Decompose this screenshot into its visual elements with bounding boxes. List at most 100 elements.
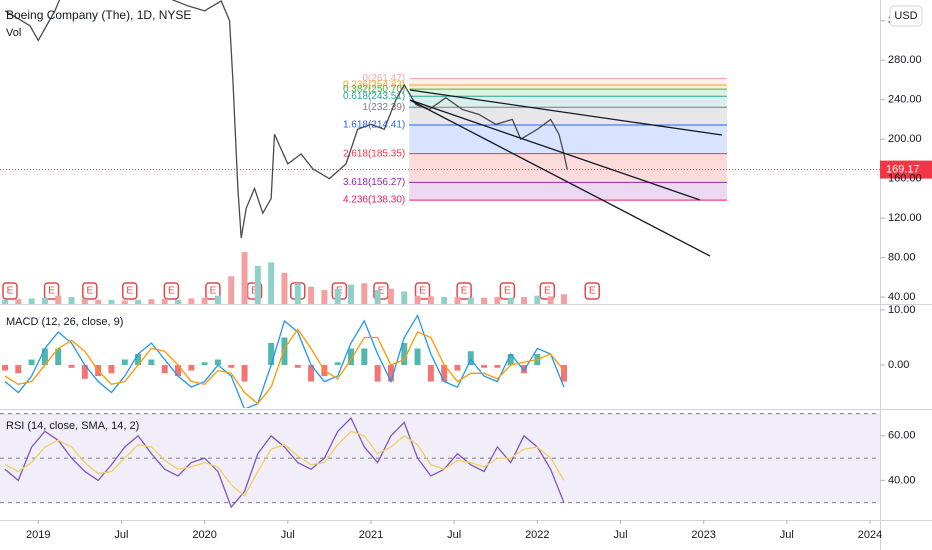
fib-band xyxy=(409,153,727,183)
volume-bar xyxy=(401,291,408,304)
volume-bar xyxy=(441,297,448,304)
pane xyxy=(0,413,880,509)
earnings-label: E xyxy=(378,286,385,297)
earnings-label: E xyxy=(589,286,596,297)
x-tick-label: Jul xyxy=(780,529,794,541)
series-line xyxy=(4,416,565,509)
histogram-bar xyxy=(121,359,128,366)
histogram-bar xyxy=(374,365,381,382)
x-tick-label: Jul xyxy=(447,529,461,541)
earnings-label: E xyxy=(7,286,14,297)
histogram-bar xyxy=(174,365,181,377)
pane: 0(261.47)0.236(254.83)0.382(250.70)0.618… xyxy=(4,0,727,238)
volume-bar xyxy=(467,297,474,304)
earnings-marker xyxy=(456,282,472,300)
histogram-bar xyxy=(201,362,208,366)
fib-label: 0.382(250.70) xyxy=(343,84,405,95)
fib-label: 4.236(138.30) xyxy=(343,195,405,206)
histogram-bar xyxy=(281,337,288,366)
volume-bar xyxy=(361,283,368,304)
histogram-bar xyxy=(361,348,368,366)
rsi-label: RSI (14, close, SMA, 14, 2) xyxy=(6,420,139,432)
volume-bar xyxy=(521,297,528,304)
volume-bar xyxy=(201,297,208,304)
trend-lines xyxy=(409,89,723,257)
histogram-bar xyxy=(135,354,142,366)
currency-button[interactable] xyxy=(889,5,923,27)
histogram-bar xyxy=(348,348,355,366)
volume-bar xyxy=(334,288,341,304)
histogram-bar xyxy=(481,365,488,368)
y-tick-label: 120.00 xyxy=(888,212,922,224)
currency-label[interactable]: USD xyxy=(894,10,917,22)
x-tick-label: 2024 xyxy=(858,529,882,541)
earnings-marker xyxy=(163,282,180,300)
histogram-bar xyxy=(55,348,62,366)
earnings-label: E xyxy=(126,286,133,297)
volume-bar xyxy=(427,296,434,304)
histogram-bar xyxy=(108,365,115,374)
volume-bar xyxy=(68,297,75,304)
histogram-bar xyxy=(41,348,48,366)
volume-bar xyxy=(387,288,394,304)
trend-line xyxy=(409,99,711,257)
earnings-marker xyxy=(584,282,600,300)
volume-bar xyxy=(1,299,8,304)
fib-label: 2.618(185.35) xyxy=(343,148,405,159)
histogram-bar xyxy=(268,343,275,366)
volume-bar xyxy=(547,296,554,304)
histogram-bar xyxy=(521,365,528,374)
volume-bar xyxy=(281,272,288,304)
volume-bar xyxy=(148,299,155,304)
volume-bar xyxy=(348,284,355,304)
x-tick-label: 2022 xyxy=(525,529,549,541)
pane xyxy=(1,252,567,304)
volume-bar xyxy=(15,299,22,304)
y-tick-label: 240.00 xyxy=(888,94,922,106)
earnings-marker xyxy=(205,282,221,300)
trend-line xyxy=(409,89,723,136)
volume-bar xyxy=(321,290,328,304)
volume-bar xyxy=(28,298,35,304)
volume-bar xyxy=(374,290,381,304)
volume-bar xyxy=(494,297,501,304)
volume-bar xyxy=(268,262,275,304)
histogram-bar xyxy=(241,365,248,382)
earnings-label: E xyxy=(86,286,93,297)
fib-label: 0.618(243.51) xyxy=(343,91,405,102)
last-price-label: 169.17 xyxy=(886,164,920,176)
y-tick-label: 200.00 xyxy=(888,133,922,145)
fib-band xyxy=(409,89,727,97)
histogram-bar xyxy=(148,359,155,366)
x-tick-label: Jul xyxy=(114,529,128,541)
y-tick-label: 40.00 xyxy=(888,474,916,486)
series-line xyxy=(4,313,565,408)
histogram-bar xyxy=(228,365,235,368)
volume-bar xyxy=(534,295,541,304)
trend-line xyxy=(409,99,701,201)
earnings-marker xyxy=(43,282,60,300)
volume-bar xyxy=(241,252,248,304)
histogram-bar xyxy=(188,365,195,371)
fib-band xyxy=(409,85,727,90)
volume-bar xyxy=(254,265,261,304)
earnings-label: E xyxy=(504,286,511,297)
y-tick-label: 80.00 xyxy=(888,252,916,264)
volume-bar xyxy=(294,283,301,304)
histogram-bar xyxy=(1,365,8,371)
series-line xyxy=(4,0,568,238)
histogram-bar xyxy=(507,354,514,366)
histogram-bar xyxy=(294,365,301,368)
pane xyxy=(1,313,567,408)
histogram-bar xyxy=(214,359,221,366)
y-tick-label: 10.00 xyxy=(888,304,916,316)
earnings-label: E xyxy=(48,286,55,297)
histogram-bar xyxy=(401,343,408,366)
x-tick-label: Jul xyxy=(281,529,295,541)
x-tick-label: 2023 xyxy=(691,529,715,541)
volume-bar xyxy=(228,276,235,304)
volume-bar xyxy=(135,299,142,304)
volume-bar xyxy=(174,299,181,304)
